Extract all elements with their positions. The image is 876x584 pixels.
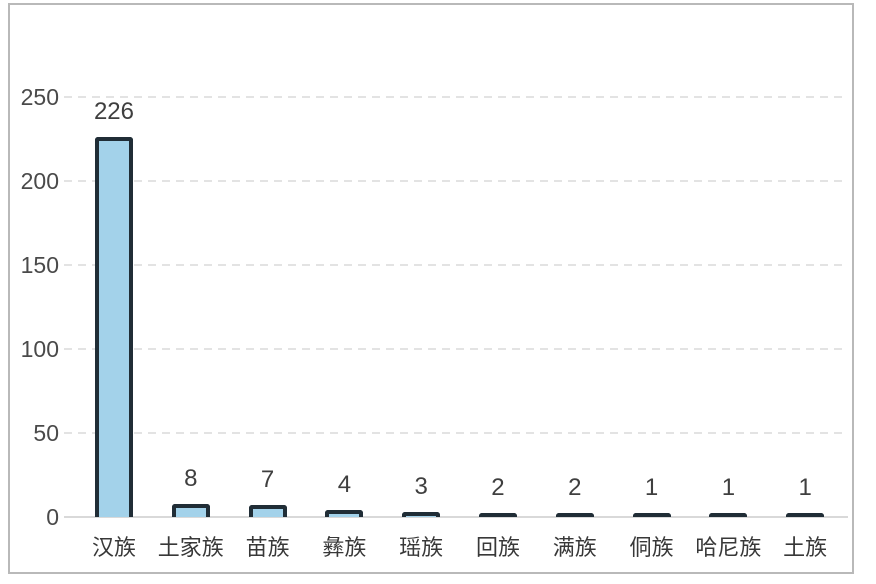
value-label-7: 2 [568, 474, 582, 501]
bar-slot-2: 8 土家族 [152, 0, 229, 584]
category-label-7: 满族 [552, 535, 597, 560]
category-label-5: 瑶族 [399, 535, 444, 560]
gridline-200 [64, 180, 845, 182]
bar-slot-9: 1 哈尼族 [690, 0, 767, 584]
bar-4 [325, 510, 364, 517]
bar-slot-8: 1 侗族 [613, 0, 690, 584]
category-label-9: 哈尼族 [695, 535, 762, 560]
value-label-10: 1 [798, 474, 812, 501]
bar-slot-6: 2 回族 [460, 0, 537, 584]
bar-slot-1: 226 汉族 [76, 0, 153, 584]
bar-9 [709, 513, 748, 517]
value-label-1: 226 [93, 98, 135, 125]
y-tick-label-50: 50 [33, 420, 59, 446]
value-label-3: 7 [260, 466, 275, 493]
value-label-6: 2 [491, 474, 505, 501]
bar-1 [94, 137, 133, 517]
bar-slot-7: 2 满族 [536, 0, 613, 584]
chart-card [8, 3, 854, 574]
value-label-8: 1 [644, 474, 659, 501]
bar-slot-5: 3 瑶族 [383, 0, 460, 584]
bar-slot-4: 4 彝族 [306, 0, 383, 584]
y-tick-label-200: 200 [20, 168, 59, 194]
y-tick-label-250: 250 [20, 84, 59, 110]
y-tick-label-0: 0 [46, 504, 59, 530]
x-axis-line [64, 516, 848, 518]
bar-7 [555, 513, 594, 517]
category-label-6: 回族 [475, 535, 520, 560]
category-label-2: 土家族 [157, 535, 224, 560]
bar-3 [248, 505, 287, 517]
category-label-3: 苗族 [245, 535, 290, 560]
category-label-10: 土族 [783, 535, 828, 560]
bar-slot-10: 1 土族 [767, 0, 844, 584]
gridline-150 [64, 264, 845, 266]
value-label-5: 3 [414, 473, 428, 500]
bar-8 [632, 513, 671, 517]
category-label-4: 彝族 [322, 535, 367, 560]
gridline-50 [64, 432, 845, 434]
gridline-250 [64, 96, 845, 98]
y-tick-label-150: 150 [20, 252, 59, 278]
bar-5 [402, 512, 441, 517]
y-tick-label-100: 100 [20, 336, 59, 362]
bar-6 [478, 513, 517, 517]
category-label-1: 汉族 [91, 535, 136, 560]
bar-10 [786, 513, 825, 517]
value-label-4: 4 [337, 471, 352, 498]
value-label-9: 1 [721, 474, 736, 501]
category-label-8: 侗族 [629, 535, 674, 560]
value-label-2: 8 [184, 465, 198, 492]
bar-slot-3: 7 苗族 [229, 0, 306, 584]
gridline-100 [64, 348, 845, 350]
bar-2 [171, 504, 210, 517]
